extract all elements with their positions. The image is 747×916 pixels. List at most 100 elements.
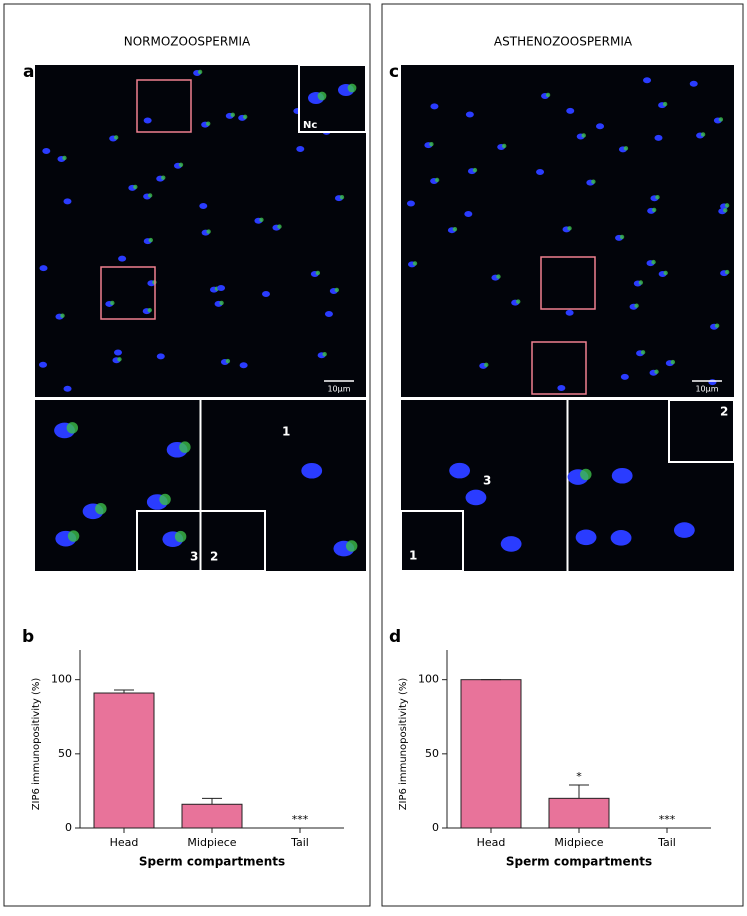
stain bbox=[434, 177, 440, 183]
panel-title: NORMOZOOSPERMIA bbox=[124, 35, 251, 49]
stain bbox=[113, 135, 119, 140]
sperm-head bbox=[611, 467, 633, 484]
stain bbox=[654, 369, 659, 374]
stain bbox=[230, 112, 235, 118]
error-bar bbox=[569, 784, 589, 799]
significance: * bbox=[576, 770, 582, 783]
sperm-head bbox=[536, 168, 545, 175]
y-axis-label: ZIP6 immunopositivity (%) bbox=[31, 678, 42, 811]
stain bbox=[724, 203, 730, 208]
stain bbox=[484, 362, 489, 368]
sperm-head bbox=[113, 349, 122, 356]
stain bbox=[718, 117, 724, 122]
x-tick-label: Head bbox=[477, 836, 506, 849]
sperm-head bbox=[557, 385, 566, 392]
x-axis-label: Sperm compartments bbox=[506, 855, 652, 869]
stain bbox=[472, 167, 478, 173]
stain bbox=[259, 217, 264, 222]
x-tick-label: Tail bbox=[657, 836, 676, 849]
crop-label: 2 bbox=[720, 405, 728, 419]
stain bbox=[206, 229, 211, 234]
stain bbox=[591, 179, 596, 184]
x-tick-label: Tail bbox=[290, 836, 309, 849]
sperm-head bbox=[301, 462, 323, 479]
stain bbox=[179, 441, 191, 453]
stain bbox=[496, 274, 501, 279]
sperm-head bbox=[143, 117, 152, 124]
stain bbox=[67, 530, 80, 542]
stain bbox=[197, 69, 203, 75]
stain bbox=[651, 259, 656, 265]
stain bbox=[347, 83, 357, 93]
significance: *** bbox=[659, 813, 676, 826]
y-tick-label: 100 bbox=[418, 673, 439, 686]
sperm-head bbox=[324, 311, 333, 318]
bar bbox=[93, 692, 155, 829]
stain bbox=[714, 323, 720, 328]
x-tick-label: Midpiece bbox=[187, 836, 236, 849]
sperm-head bbox=[449, 462, 471, 479]
stain bbox=[159, 493, 171, 506]
stain bbox=[634, 303, 639, 308]
sperm-head bbox=[239, 362, 248, 369]
stain bbox=[178, 162, 184, 167]
panel-title: ASTHENOZOOSPERMIA bbox=[494, 35, 633, 49]
sperm-head bbox=[261, 290, 270, 297]
stain bbox=[580, 468, 592, 481]
sperm-head bbox=[610, 530, 632, 546]
stain bbox=[655, 195, 660, 200]
sperm-head bbox=[500, 536, 522, 552]
stain bbox=[662, 101, 668, 107]
x-tick-label: Head bbox=[110, 836, 139, 849]
stain bbox=[663, 270, 668, 276]
stain bbox=[147, 307, 152, 313]
crop-label: 2 bbox=[210, 550, 218, 564]
stain bbox=[334, 287, 339, 293]
x-tick-label: Midpiece bbox=[554, 836, 603, 849]
sperm-head bbox=[199, 203, 208, 210]
x-axis-label: Sperm compartments bbox=[139, 855, 285, 869]
sperm-head bbox=[643, 77, 652, 84]
crop-inset bbox=[668, 399, 735, 463]
sperm-head bbox=[118, 255, 127, 262]
error-bar bbox=[202, 797, 222, 805]
panel-label: b bbox=[22, 627, 34, 647]
stain bbox=[638, 280, 643, 285]
stain bbox=[623, 146, 629, 151]
sperm-head bbox=[596, 123, 605, 130]
stain bbox=[66, 422, 79, 434]
stain bbox=[225, 358, 231, 364]
crop-label: 3 bbox=[190, 550, 198, 564]
scale-label: 10μm bbox=[695, 385, 718, 394]
y-tick-label: 100 bbox=[51, 673, 72, 686]
sperm-head bbox=[39, 361, 48, 368]
stain bbox=[567, 226, 572, 231]
sperm-head bbox=[566, 107, 575, 114]
stain bbox=[277, 224, 282, 229]
crop-inset bbox=[136, 510, 266, 572]
stain bbox=[110, 300, 115, 306]
y-tick-label: 0 bbox=[432, 821, 439, 834]
roi-box bbox=[100, 266, 156, 320]
sperm-head bbox=[296, 145, 305, 152]
stain bbox=[174, 530, 187, 543]
stain bbox=[670, 359, 676, 365]
error-bar bbox=[114, 689, 134, 694]
sperm-head bbox=[689, 80, 698, 87]
sperm-head bbox=[565, 309, 574, 316]
stain bbox=[429, 141, 434, 147]
stain bbox=[345, 540, 358, 552]
sperm-head bbox=[156, 353, 165, 360]
panel-frame bbox=[3, 3, 371, 907]
sperm-head bbox=[465, 489, 487, 506]
sperm-head bbox=[464, 211, 473, 218]
sperm-head bbox=[673, 522, 695, 538]
roi-box bbox=[136, 79, 192, 133]
roi-box bbox=[531, 341, 587, 395]
stain bbox=[219, 300, 224, 306]
scale-label: 10μm bbox=[327, 385, 350, 394]
sperm-head bbox=[430, 103, 439, 110]
stain bbox=[322, 352, 327, 357]
stain bbox=[147, 193, 153, 198]
